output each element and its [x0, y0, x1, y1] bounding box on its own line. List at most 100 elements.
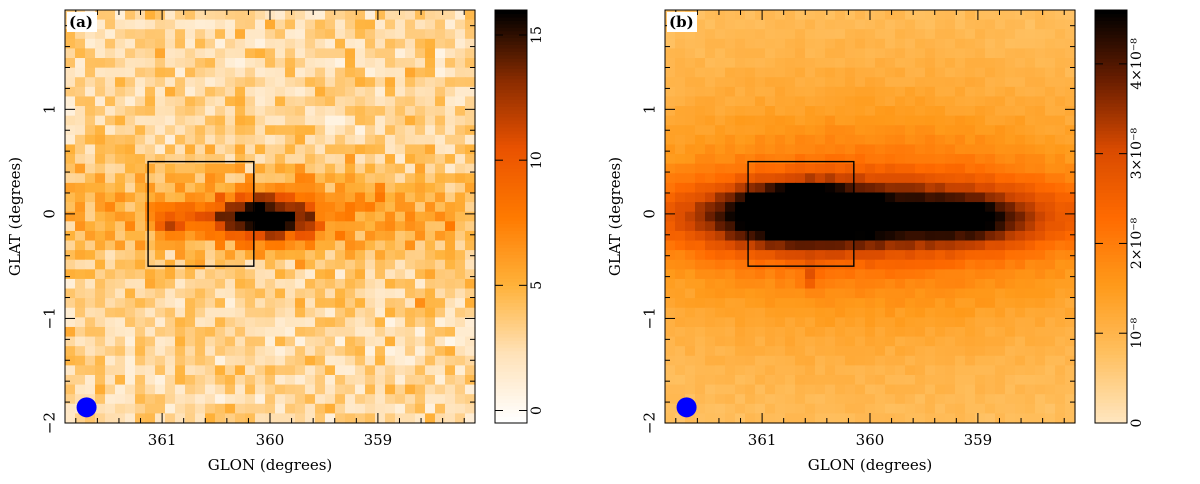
- colorbar-segment: [495, 223, 527, 228]
- heatmap-cell: [1045, 29, 1056, 40]
- heatmap-cell: [465, 307, 476, 318]
- heatmap-cell: [875, 230, 886, 242]
- heatmap-cell: [195, 202, 206, 213]
- heatmap-cell: [265, 278, 276, 290]
- heatmap-cell: [1045, 211, 1056, 222]
- heatmap-cell: [375, 58, 386, 69]
- heatmap-cell: [225, 355, 236, 366]
- heatmap-cell: [435, 403, 446, 414]
- heatmap-cell: [385, 115, 396, 126]
- heatmap-cell: [155, 106, 166, 117]
- heatmap-cell: [825, 250, 836, 261]
- heatmap-cell: [945, 182, 956, 194]
- colorbar-segment: [1095, 226, 1127, 231]
- heatmap-cell: [265, 58, 276, 69]
- heatmap-cell: [905, 77, 916, 88]
- heatmap-cell: [1045, 288, 1056, 299]
- heatmap-cell: [405, 182, 416, 194]
- heatmap-cell: [185, 38, 196, 50]
- heatmap-cell: [985, 154, 996, 165]
- heatmap-cell: [455, 106, 466, 117]
- heatmap-cell: [895, 250, 906, 261]
- colorbar-segment: [1095, 374, 1127, 379]
- heatmap-cell: [745, 307, 756, 318]
- heatmap-cell: [1035, 221, 1046, 232]
- heatmap-cell: [115, 48, 126, 59]
- heatmap-cell: [715, 173, 726, 184]
- colorbar-segment: [1095, 405, 1127, 410]
- heatmap-cell: [1035, 240, 1046, 251]
- heatmap-cell: [895, 346, 906, 357]
- heatmap-cell: [365, 77, 376, 88]
- heatmap-cell: [365, 384, 376, 395]
- heatmap-cell: [1045, 355, 1056, 366]
- heatmap-cell: [385, 413, 396, 424]
- heatmap-cell: [315, 48, 326, 59]
- heatmap-cell: [915, 346, 926, 357]
- heatmap-cell: [465, 365, 476, 376]
- heatmap-cell: [365, 298, 376, 309]
- heatmap-cell: [785, 403, 796, 414]
- heatmap-cell: [375, 106, 386, 117]
- heatmap-cell: [325, 384, 336, 395]
- heatmap-cell: [825, 67, 836, 78]
- heatmap-cell: [785, 259, 796, 270]
- heatmap-cell: [915, 29, 926, 40]
- heatmap-cell: [195, 125, 206, 136]
- heatmap-cell: [115, 202, 126, 213]
- y-tick-label: −2: [640, 412, 658, 434]
- heatmap-cell: [835, 211, 846, 222]
- heatmap-cell: [225, 115, 236, 126]
- heatmap-cell: [965, 346, 976, 357]
- heatmap-cell: [1065, 67, 1076, 78]
- heatmap-cell: [225, 77, 236, 88]
- heatmap-cell: [815, 134, 826, 146]
- heatmap-cell: [665, 58, 676, 69]
- heatmap-cell: [335, 173, 346, 184]
- heatmap-cell: [325, 221, 336, 232]
- heatmap-cell: [465, 144, 476, 155]
- heatmap-cell: [815, 259, 826, 270]
- heatmap-cell: [165, 86, 176, 98]
- colorbar-segment: [1095, 140, 1127, 145]
- heatmap-cell: [795, 221, 806, 232]
- heatmap-cell: [665, 288, 676, 299]
- heatmap-cell: [745, 355, 756, 366]
- panel-b: 361 360 359 −2 −1 0 1 GLON (degrees) GLAT (degre…: [600, 0, 1200, 484]
- heatmap-cell: [125, 384, 136, 395]
- heatmap-cell: [105, 48, 116, 59]
- heatmap-cell: [925, 288, 936, 299]
- heatmap-cell: [815, 336, 826, 347]
- heatmap-cell: [455, 77, 466, 88]
- heatmap-cell: [135, 154, 146, 165]
- heatmap-cell: [365, 269, 376, 280]
- heatmap-cell: [235, 163, 246, 174]
- x-tick-label: 360: [256, 431, 285, 449]
- heatmap-cell: [805, 278, 816, 290]
- heatmap-cell: [755, 38, 766, 50]
- heatmap-cell: [125, 250, 136, 261]
- heatmap-cell: [105, 403, 116, 414]
- heatmap-cell: [875, 403, 886, 414]
- heatmap-cell: [395, 67, 406, 78]
- heatmap-cell: [335, 182, 346, 194]
- heatmap-cell: [725, 192, 736, 203]
- colorbar-segment: [1095, 164, 1127, 169]
- heatmap-cell: [845, 384, 856, 395]
- heatmap-cell: [125, 77, 136, 88]
- heatmap-cell: [215, 48, 226, 59]
- heatmap-cell: [65, 106, 76, 117]
- heatmap-cell: [395, 144, 406, 155]
- heatmap-cell: [695, 269, 706, 280]
- heatmap-cell: [175, 374, 186, 386]
- heatmap-cell: [425, 250, 436, 261]
- heatmap-cell: [965, 269, 976, 280]
- heatmap-cell: [755, 355, 766, 366]
- heatmap-cell: [695, 403, 706, 414]
- heatmap-cell: [435, 163, 446, 174]
- heatmap-cell: [985, 48, 996, 59]
- heatmap-cell: [95, 221, 106, 232]
- colorbar-segment: [495, 264, 527, 269]
- heatmap-cell: [385, 202, 396, 213]
